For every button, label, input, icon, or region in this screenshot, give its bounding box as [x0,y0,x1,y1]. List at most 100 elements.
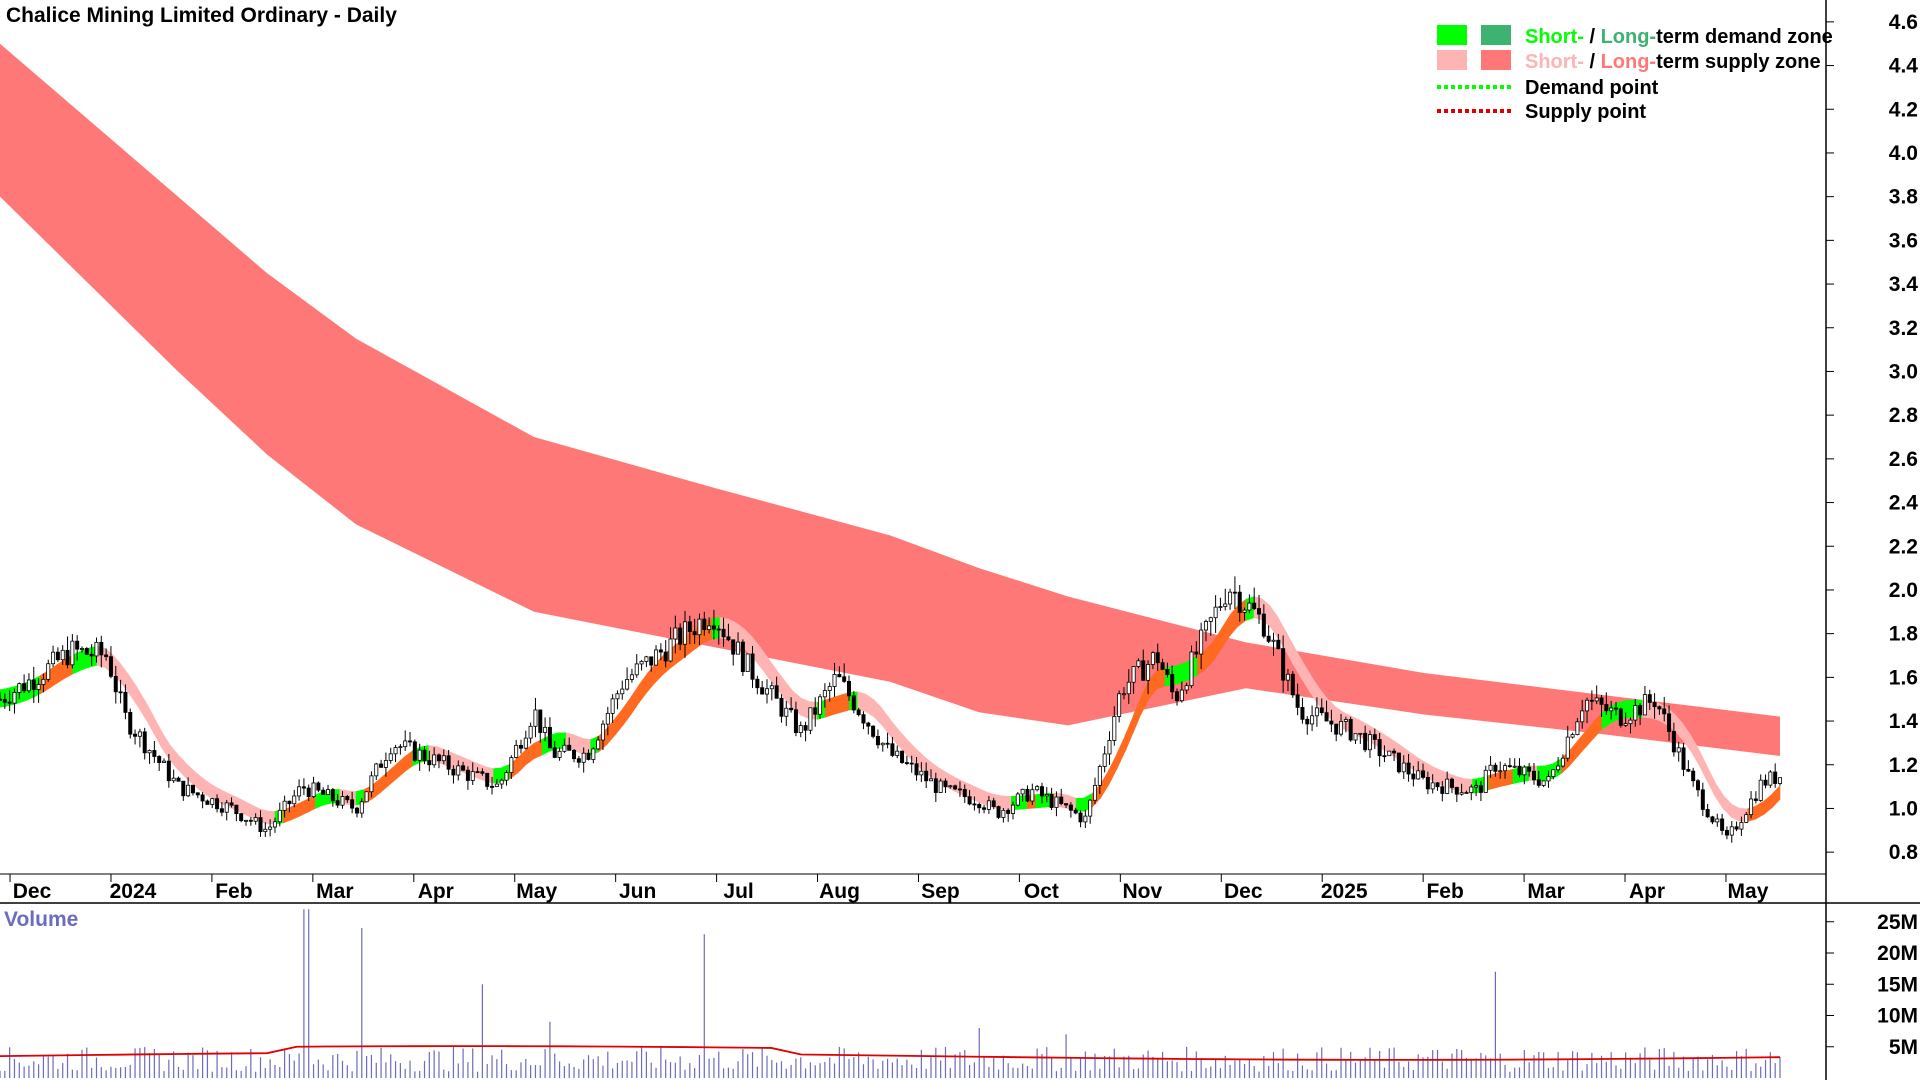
candle-body [1729,826,1734,836]
legend-demand-zone-text: term demand zone [1656,26,1833,48]
candle-body [1715,818,1720,823]
candle-body [2,699,7,703]
x-tick-label: Jun [619,880,656,903]
candle-body [436,754,441,762]
candle-body [967,796,972,805]
candle-body [190,784,195,794]
candle-body [1739,822,1744,830]
candle-body [1208,617,1213,622]
candle-body [528,725,533,739]
candle-body [427,760,432,766]
candle-body [287,800,292,805]
candle-body [518,744,523,749]
x-tick-label: Jul [723,880,753,903]
short-zone-segment [396,756,405,780]
short-zone-segment [533,738,543,760]
candle-body [292,795,297,805]
candle-body [977,804,982,809]
candle-body [1068,804,1073,811]
candle-body [22,683,27,692]
candle-body [1749,798,1754,816]
candle-body [856,709,861,716]
candle-body [1117,693,1122,717]
candle-body [764,688,769,695]
short-zone-segment [768,658,778,690]
candle-body [1411,773,1416,780]
candle-body [572,749,577,760]
candle-body [644,656,649,662]
candle-body [552,747,557,758]
candle-body [1551,769,1556,777]
candle-body [1011,804,1016,814]
candle-body [1160,662,1165,670]
candle-body [123,691,128,713]
candle-body [118,691,123,694]
candle-body [422,749,427,762]
candle-body [89,653,94,657]
candle-body [1184,685,1189,691]
candle-body [885,742,890,745]
short-zone-segment [1124,717,1134,753]
x-tick-label: May [1728,880,1769,903]
short-zone-segment [185,762,195,787]
candle-body [379,763,384,768]
candle-body [1343,719,1348,722]
candle-body [1348,719,1353,741]
candle-body [895,750,900,756]
candle-body [1585,699,1590,712]
volume-label: Volume [4,908,78,931]
candle-body [75,640,80,650]
candle-body [1488,764,1493,771]
candle-body [1146,664,1151,681]
candle-body [1179,689,1184,702]
legend-short-label: Short- [1525,26,1584,48]
candle-body [432,754,437,766]
candle-body [832,674,837,687]
candle-body [1700,789,1705,810]
x-tick-label: Mar [316,880,353,903]
legend-sep: / [1584,51,1601,73]
candle-body [104,654,109,658]
candle-body [1589,699,1594,702]
candle-body [533,709,538,727]
candle-body [1314,707,1319,717]
short-zone-segment [614,707,624,737]
candle-body [480,771,485,774]
candle-body [707,625,712,630]
short-zone-segment [1496,770,1506,788]
candle-body [1435,782,1440,788]
candle-body [629,674,634,680]
candle-body [1285,673,1290,681]
candle-body [1242,609,1247,613]
short-zone-segment [1731,803,1740,822]
candle-body [909,762,914,765]
candle-body [263,828,268,833]
x-tick-label: Mar [1527,880,1564,903]
candle-body [1522,766,1527,776]
candle-body [41,678,46,685]
candle-body [1247,602,1252,611]
candle-body [176,777,181,782]
candle-body [1546,776,1551,782]
candle-body [1753,798,1758,801]
candle-body [17,683,22,693]
candle-body [306,787,311,797]
candle-body [1720,818,1725,831]
legend-long-label: Long- [1601,51,1657,73]
candle-body [649,656,654,666]
short-zone-segment [1229,604,1239,637]
candle-body [1001,809,1006,818]
candle-body [1406,762,1411,775]
candle-body [1613,707,1618,710]
legend-demand-zone: Short- / Long-term demand zone [1525,26,1833,48]
candle-body [702,618,707,630]
candle-body [162,760,167,763]
candle-body [326,789,331,795]
candle-body [297,786,302,797]
candle-body [1609,707,1614,712]
candle-body [398,746,403,749]
candle-body [84,648,89,655]
candle-body [1367,734,1372,751]
candle-body [1695,780,1700,791]
candle-body [731,639,736,655]
